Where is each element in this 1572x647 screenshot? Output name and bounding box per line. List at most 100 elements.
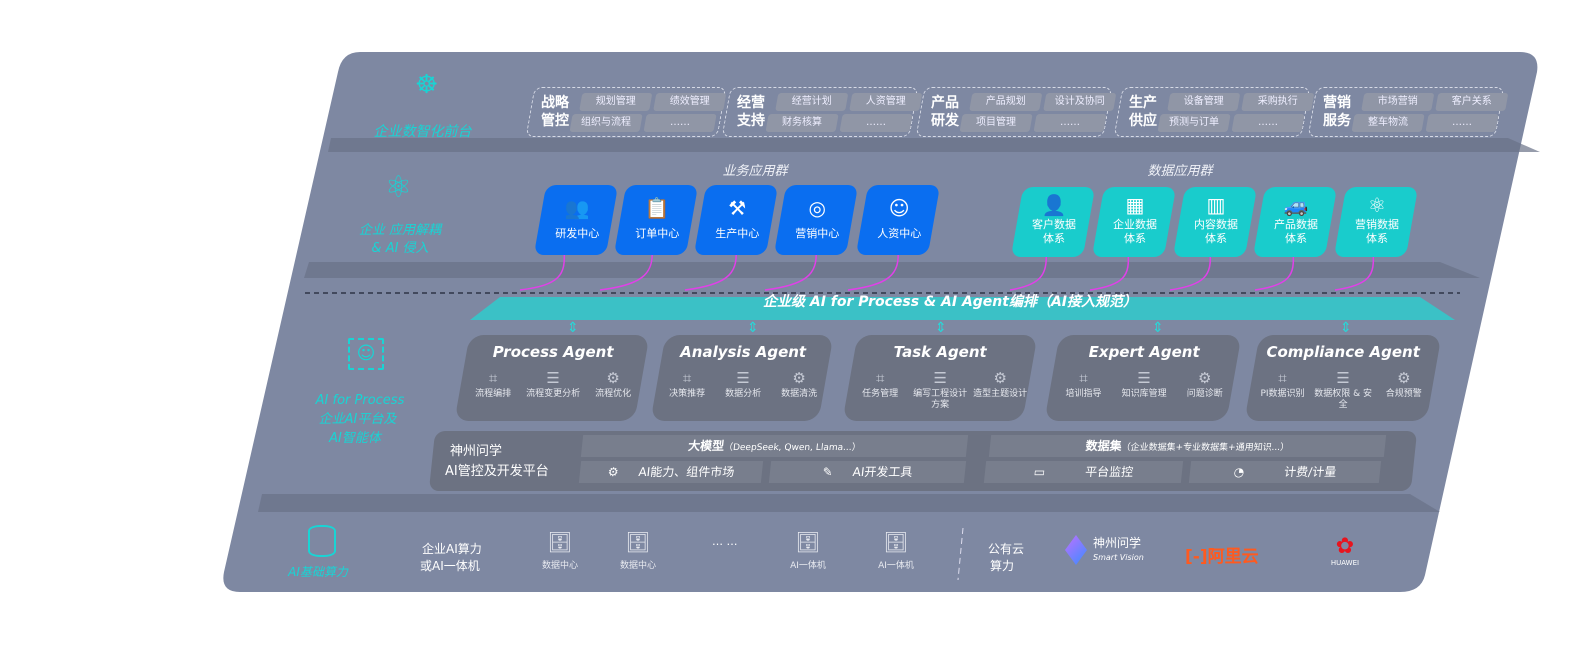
agent-card[interactable]: Process Agent ⌗ 流程编排 ☰ 流程变更分析 ⚙ 流程优化 [454, 335, 650, 421]
apps-label-2: & AI 侵入 [371, 241, 429, 256]
public-cloud-1: 公有云 [988, 542, 1025, 556]
app-label: 研发中心 [555, 227, 600, 240]
app-label: 内容数据 [1193, 218, 1238, 231]
agent-feature[interactable]: ⌗ 培训指导 [1053, 367, 1113, 400]
vendor-name: 神州问学 [1093, 535, 1142, 550]
function-chip[interactable]: 产品规划 [969, 93, 1043, 111]
ellipsis: … … [712, 535, 738, 548]
function-chip[interactable]: 整车物流 [1351, 114, 1425, 132]
agent-feature[interactable]: ☰ 数据分析 [715, 367, 770, 400]
compute-node: 🗄 数据中心 [530, 530, 590, 571]
agent-feature[interactable]: ⌗ 决策推荐 [659, 367, 714, 400]
tool-label: AI开发工具 [851, 465, 914, 479]
function-chip[interactable]: 市场营销 [1361, 93, 1435, 111]
data-app[interactable]: ▥ 内容数据 体系 [1172, 187, 1258, 257]
dataset-note: （企业数据集+专业数据集+通用知识...） [1120, 443, 1290, 453]
feature-icon: ☰ [546, 369, 560, 387]
agent-card[interactable]: Analysis Agent ⌗ 决策推荐 ☰ 数据分析 ⚙ 数据清洗 [650, 335, 834, 421]
function-chip[interactable]: …… [643, 114, 717, 132]
function-chip[interactable]: 采购执行 [1241, 93, 1315, 111]
tool-monitor[interactable]: ▭ 平台监控 [983, 461, 1184, 483]
business-app[interactable]: 👥 研发中心 [533, 185, 619, 255]
production-icon: ⚒ [728, 196, 747, 220]
app-label-2: 体系 [1123, 232, 1146, 245]
feature-icon: ⚙ [1397, 369, 1411, 387]
compute-node: 🗄 AI一体机 [778, 530, 838, 571]
data-apps-title: 数据应用群 [1147, 164, 1213, 179]
agent-card[interactable]: Task Agent ⌗ 任务管理 ☰ 编写工程设计方案 ⚙ 造型主题设计 [842, 335, 1038, 421]
data-app[interactable]: 👤 客户数据 体系 [1010, 187, 1096, 257]
app-label-2: 体系 [1284, 232, 1307, 245]
function-group: 战略管控 规划管理 绩效管理 组织与流程…… [525, 87, 727, 137]
function-chip[interactable]: 绩效管理 [653, 93, 727, 111]
agent-card[interactable]: Expert Agent ⌗ 培训指导 ☰ 知识库管理 ⚙ 问题诊断 [1044, 335, 1242, 421]
agent-feature[interactable]: ☰ 知识库管理 [1114, 367, 1174, 400]
agent-name: Analysis Agent [680, 343, 807, 361]
function-chip[interactable]: 人资管理 [849, 93, 923, 111]
market-icon: ⚙ [606, 465, 620, 479]
function-chip[interactable]: 设备管理 [1167, 93, 1241, 111]
function-chip[interactable]: 客户关系 [1435, 93, 1509, 111]
function-chip[interactable]: 设计及协同 [1043, 93, 1117, 111]
infra-label: AI基础算力 [288, 565, 348, 579]
business-app[interactable]: ☺ 人资中心 [855, 185, 941, 255]
function-chip[interactable]: …… [839, 114, 913, 132]
agent-feature[interactable]: ⌗ PI数据识别 [1252, 367, 1312, 411]
agent-feature[interactable]: ⌗ 流程编排 [463, 367, 522, 400]
data-app[interactable]: 🚙 产品数据 体系 [1252, 187, 1338, 257]
enterprise-compute-2: 或AI一体机 [420, 559, 480, 573]
clipboard-icon: 📋 [644, 196, 670, 220]
orchestration-band [470, 297, 1455, 320]
agent-feature[interactable]: ☰ 数据权限 & 安全 [1314, 369, 1373, 410]
app-label: 营销中心 [795, 227, 840, 240]
agent-feature[interactable]: ☰ 编写工程设计方案 [910, 367, 969, 411]
tool-component-market[interactable]: ⚙ AI能力、组件市场 [578, 461, 764, 483]
data-app[interactable]: ⚛ 营销数据 体系 [1333, 187, 1419, 257]
tool-billing[interactable]: ◔ 计费/计量 [1188, 461, 1382, 483]
business-app[interactable]: ◎ 营销中心 [773, 185, 859, 255]
function-group: 产品研发 产品规划 设计及协同 项目管理…… [915, 87, 1117, 137]
tool-label: AI能力、组件市场 [637, 465, 735, 479]
app-label: 客户数据 [1031, 218, 1076, 231]
aliyun-mark: [-] [1185, 547, 1208, 567]
function-chip[interactable]: 财务核算 [765, 114, 839, 132]
function-chip[interactable]: 项目管理 [959, 114, 1033, 132]
gauge-icon: ◔ [1232, 465, 1245, 479]
agent-feature[interactable]: ⚙ 造型主题设计 [970, 367, 1029, 411]
compute-node: 🗄 数据中心 [608, 530, 668, 571]
function-chip[interactable]: …… [1425, 114, 1499, 132]
function-chip[interactable]: 预测与订单 [1157, 114, 1231, 132]
app-label: 生产中心 [715, 227, 760, 240]
data-app[interactable]: ▦ 企业数据 体系 [1091, 187, 1177, 257]
molecule-icon: ⚛ [385, 170, 412, 205]
business-apps-title: 业务应用群 [722, 164, 788, 179]
business-app[interactable]: ⚒ 生产中心 [693, 185, 779, 255]
monitor-icon: ▭ [1033, 465, 1046, 479]
bidirectional-arrow-icon: ⇕ [1340, 320, 1352, 336]
agent-feature[interactable]: ⚙ 问题诊断 [1175, 367, 1235, 400]
person-icon: ☺ [888, 196, 910, 220]
ai-label-2: 企业AI平台及 [318, 412, 397, 427]
platform-title-2: AI管控及开发平台 [445, 464, 549, 479]
agent-feature[interactable]: ⚙ 流程优化 [583, 367, 642, 400]
tool-label: 计费/计量 [1283, 465, 1338, 479]
agent-card[interactable]: Compliance Agent ⌗ PI数据识别 ☰ 数据权限 & 安全 ⚙ 合规预警 [1244, 335, 1442, 421]
dev-tool-icon: ✎ [821, 465, 834, 479]
agent-feature[interactable]: ⌗ 任务管理 [850, 367, 909, 411]
tool-dev[interactable]: ✎ AI开发工具 [768, 461, 967, 483]
frontend-label: 企业数智化前台 [373, 124, 472, 140]
agent-feature[interactable]: ⚙ 数据清洗 [771, 367, 826, 400]
function-chip[interactable]: …… [1033, 114, 1107, 132]
app-label: 订单中心 [635, 227, 680, 240]
function-chip[interactable]: 规划管理 [579, 93, 653, 111]
function-chip[interactable]: 组织与流程 [569, 114, 643, 132]
agent-feature[interactable]: ☰ 流程变更分析 [523, 367, 582, 400]
database-icon [308, 525, 336, 557]
orchestration-banner: 企业级 AI for Process & AI Agent编排（AI接入规范） [762, 294, 1138, 310]
function-chip[interactable]: …… [1231, 114, 1305, 132]
feature-icon: ⌗ [1079, 369, 1088, 387]
agent-feature[interactable]: ⚙ 合规预警 [1374, 367, 1434, 411]
app-label: 人资中心 [877, 227, 922, 240]
function-chip[interactable]: 经营计划 [775, 93, 849, 111]
business-app[interactable]: 📋 订单中心 [613, 185, 699, 255]
